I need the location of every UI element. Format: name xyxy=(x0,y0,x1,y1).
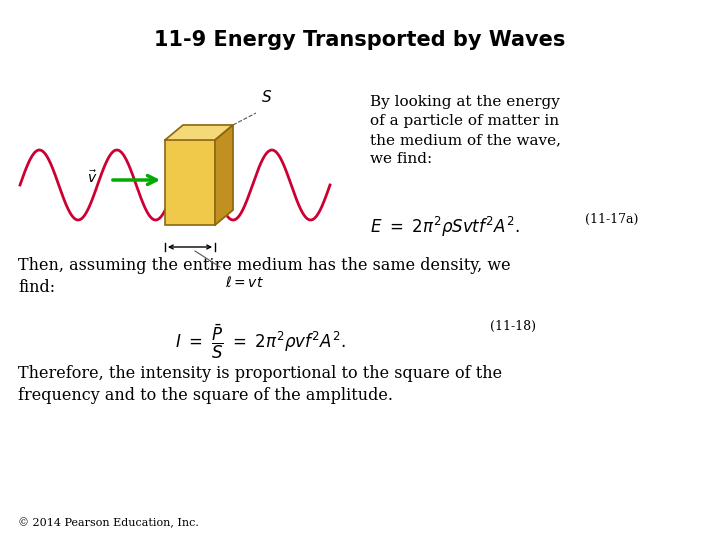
Text: Therefore, the intensity is proportional to the square of the: Therefore, the intensity is proportional… xyxy=(18,365,502,382)
Text: $E \ = \ 2\pi^2\rho S v t f^2 A^2.$: $E \ = \ 2\pi^2\rho S v t f^2 A^2.$ xyxy=(370,215,520,239)
Text: 11-9 Energy Transported by Waves: 11-9 Energy Transported by Waves xyxy=(154,30,566,50)
Text: $I \ = \ \dfrac{\bar{P}}{S} \ = \ 2\pi^2\rho v f^2 A^2.$: $I \ = \ \dfrac{\bar{P}}{S} \ = \ 2\pi^2… xyxy=(175,322,346,361)
Text: $\ell = vt$: $\ell = vt$ xyxy=(225,275,264,290)
Text: $\vec{v}$: $\vec{v}$ xyxy=(87,170,97,186)
Text: (11-18): (11-18) xyxy=(490,320,536,333)
Text: Then, assuming the entire medium has the same density, we: Then, assuming the entire medium has the… xyxy=(18,257,510,274)
Text: find:: find: xyxy=(18,279,55,296)
Text: By looking at the energy
of a particle of matter in
the medium of the wave,
we f: By looking at the energy of a particle o… xyxy=(370,95,561,166)
Text: © 2014 Pearson Education, Inc.: © 2014 Pearson Education, Inc. xyxy=(18,517,199,528)
Polygon shape xyxy=(215,125,233,225)
Text: (11-17a): (11-17a) xyxy=(585,213,639,226)
Bar xyxy=(165,140,215,225)
Polygon shape xyxy=(165,125,233,140)
Text: $S$: $S$ xyxy=(261,89,272,105)
Text: frequency and to the square of the amplitude.: frequency and to the square of the ampli… xyxy=(18,387,393,404)
